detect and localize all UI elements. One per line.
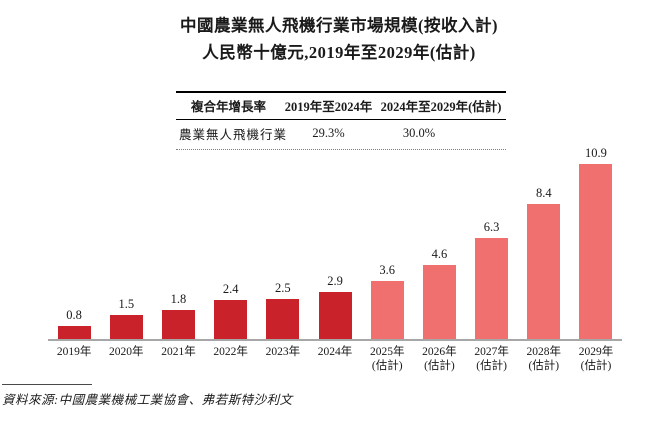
bar-slot-2022: 2.4 — [205, 282, 257, 339]
x-label-2021: 2021年 — [152, 346, 204, 373]
cagr-table-header-row: 複合年增長率 2019年至2024年 2024年至2029年(估計) — [176, 91, 506, 120]
bar-slot-2019: 0.8 — [48, 308, 100, 339]
x-label-year-2021: 2021年 — [161, 346, 196, 358]
bar-slot-2024: 2.9 — [309, 274, 361, 339]
cagr-table: 複合年增長率 2019年至2024年 2024年至2029年(估計) 農業無人飛… — [176, 91, 506, 150]
x-label-year-2020: 2020年 — [109, 346, 144, 358]
x-label-year-2025: 2025年 — [369, 346, 405, 358]
bar-2025 — [370, 281, 404, 339]
x-label-2023: 2023年 — [257, 346, 309, 373]
bar-2027 — [475, 238, 509, 339]
bar-value-label-2023: 2.5 — [275, 281, 291, 295]
bar-value-label-2021: 1.8 — [170, 292, 187, 306]
cagr-header-2024-2029: 2024年至2029年(估計) — [380, 100, 502, 114]
bar-2021 — [161, 310, 195, 339]
x-label-2025: 2025年 (估計) — [361, 346, 413, 373]
bar-value-label-2024: 2.9 — [327, 274, 343, 288]
bar-chart: 0.8 1.5 1.8 2.4 2.5 2.9 3.6 4.6 6.3 8.4 10.9 2019年… — [48, 146, 622, 373]
x-label-year-2022: 2022年 — [213, 346, 248, 358]
bar-2019 — [57, 326, 91, 339]
bar-value-label-2020: 1.5 — [118, 297, 135, 311]
bar-value-label-2029: 10.9 — [585, 146, 607, 160]
x-label-year-2024: 2024年 — [317, 346, 353, 358]
x-label-year-2023: 2023年 — [265, 346, 301, 358]
bar-2020 — [109, 315, 143, 339]
cagr-table-data-row: 農業無人飛機行業 29.3% 30.0% — [176, 120, 506, 150]
chart-xaxis: 2019年 2020年 2021年 2022年 2023年 2024年 2025年 (估計) 2… — [48, 341, 622, 373]
x-label-2028: 2028年 (估計) — [518, 346, 570, 373]
x-label-note-2029: (估計) — [580, 359, 612, 372]
bar-value-label-2022: 2.4 — [222, 282, 239, 296]
cagr-row-label: 農業無人飛機行業 — [179, 128, 288, 142]
bar-slot-2028: 8.4 — [518, 186, 570, 339]
x-label-note-2025: (估計) — [371, 359, 403, 372]
x-label-year-2028: 2028年 — [526, 346, 562, 358]
x-label-2022: 2022年 — [205, 346, 257, 373]
bar-2028 — [527, 204, 561, 339]
bar-2026 — [422, 265, 456, 339]
chart-subtitle: 人民幣十億元,2019年至2029年(估計) — [202, 43, 476, 62]
x-label-year-2029: 2029年 — [578, 346, 614, 358]
x-label-note-2027: (估計) — [476, 359, 507, 372]
cagr-header-2019-2024: 2019年至2024年 — [284, 100, 373, 114]
x-label-2020: 2020年 — [100, 346, 152, 373]
x-label-year-2019: 2019年 — [56, 346, 92, 358]
cagr-value-2019-2024: 29.3% — [312, 126, 345, 140]
x-label-2024: 2024年 — [309, 346, 361, 373]
bar-2022 — [214, 300, 248, 339]
source-block: 資料來源:中國農業機械工業協會、弗若斯特沙利文 — [2, 384, 293, 408]
x-label-year-2027: 2027年 — [474, 346, 509, 358]
bar-slot-2027: 6.3 — [466, 220, 518, 339]
bar-2024 — [318, 292, 352, 339]
bar-value-label-2025: 3.6 — [379, 263, 396, 277]
bar-value-label-2019: 0.8 — [66, 308, 82, 322]
source-text: 資料來源:中國農業機械工業協會、弗若斯特沙利文 — [2, 393, 293, 407]
chart-title-block: 中國農業無人飛機行業市場規模(按收入計) 人民幣十億元,2019年至2029年(… — [0, 0, 650, 66]
bar-value-label-2027: 6.3 — [483, 220, 500, 234]
cagr-value-2024-2029: 30.0% — [402, 126, 436, 140]
bar-value-label-2026: 4.6 — [431, 247, 448, 261]
x-label-2029: 2029年 (估計) — [570, 346, 622, 373]
chart-title: 中國農業無人飛機行業市場規模(按收入計) — [180, 16, 498, 35]
x-label-note-2028: (估計) — [528, 359, 560, 372]
bar-2023 — [266, 299, 300, 339]
x-label-2026: 2026年 (估計) — [413, 346, 465, 373]
bar-slot-2025: 3.6 — [361, 263, 413, 339]
chart-plot: 0.8 1.5 1.8 2.4 2.5 2.9 3.6 4.6 6.3 8.4 10.9 — [48, 146, 622, 341]
x-label-year-2026: 2026年 — [422, 346, 457, 358]
x-label-2019: 2019年 — [48, 346, 100, 373]
bar-slot-2029: 10.9 — [570, 146, 622, 339]
bar-slot-2026: 4.6 — [413, 247, 465, 339]
bar-slot-2023: 2.5 — [257, 281, 309, 339]
x-label-note-2026: (估計) — [424, 359, 455, 372]
x-label-2027: 2027年 (估計) — [466, 346, 518, 373]
bar-value-label-2028: 8.4 — [535, 186, 552, 200]
bar-slot-2020: 1.5 — [100, 297, 152, 339]
bar-2029 — [579, 164, 613, 339]
source-divider — [2, 384, 92, 385]
bar-slot-2021: 1.8 — [152, 292, 204, 339]
cagr-header-metric: 複合年增長率 — [190, 100, 266, 114]
